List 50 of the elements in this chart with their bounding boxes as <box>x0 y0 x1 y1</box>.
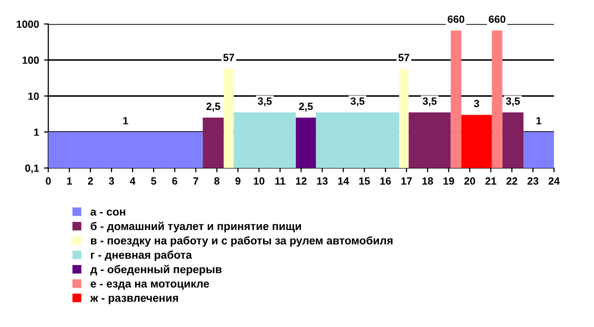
x-tick-label: 5 <box>151 177 156 185</box>
x-tick-label: 17 <box>401 177 412 185</box>
data-label: 3,5 <box>350 97 364 106</box>
x-tick-label: 0 <box>46 177 51 185</box>
x-tick-label: 16 <box>380 177 391 185</box>
y-tick-label: 100 <box>22 56 39 64</box>
legend-label: в - поездку на работу и с работы за рулем автомобиля <box>91 236 392 247</box>
x-tick-label: 6 <box>172 177 178 185</box>
data-label: 3,5 <box>258 97 272 106</box>
legend-label: а - сон <box>90 210 126 216</box>
data-label: 3 <box>474 100 480 108</box>
x-tick-label: 24 <box>548 177 560 185</box>
x-tick-label: 11 <box>275 177 286 185</box>
x-tick-label: 14 <box>338 177 350 185</box>
data-label: 57 <box>398 54 410 62</box>
data-label: 1 <box>123 117 128 124</box>
data-label: 2,5 <box>206 102 220 112</box>
x-tick-label: 7 <box>193 177 198 185</box>
x-tick-label: 21 <box>485 177 496 185</box>
x-tick-label: 19 <box>444 177 454 185</box>
data-label: 660 <box>488 16 506 23</box>
y-tick-label: 1 <box>34 128 39 136</box>
data-label: 1 <box>536 117 542 124</box>
y-tick-label: 1000 <box>16 20 39 28</box>
x-tick-label: 1 <box>67 177 72 185</box>
x-tick-label: 4 <box>130 177 136 185</box>
x-tick-label: 23 <box>528 177 538 185</box>
x-tick-label: 22 <box>506 177 518 185</box>
y-tick-label: 0,1 <box>25 164 39 174</box>
y-tick-label: 10 <box>28 92 39 100</box>
x-tick-label: 18 <box>422 177 434 185</box>
x-tick-label: 13 <box>317 177 328 185</box>
legend-label: д - обеденный перерыв <box>90 264 222 276</box>
x-tick-label: 15 <box>359 177 370 185</box>
x-tick-label: 3 <box>108 177 114 185</box>
x-tick-label: 8 <box>214 177 220 185</box>
x-tick-label: 2 <box>88 177 93 185</box>
data-label: 2,5 <box>299 102 313 112</box>
legend-label: ж - развлечения <box>90 296 178 304</box>
x-tick-label: 12 <box>296 177 307 185</box>
data-label: 3,5 <box>422 97 437 106</box>
legend-label: г - дневная работа <box>91 250 192 262</box>
legend-label: б - домашний туалет и принятие пищи <box>90 222 301 232</box>
data-label: 57 <box>223 54 234 62</box>
x-tick-label: 10 <box>254 177 264 185</box>
data-label: 3,5 <box>506 97 520 106</box>
x-tick-label: 9 <box>235 177 240 185</box>
legend-label: е - езда на мотоцикле <box>90 281 209 290</box>
data-label: 660 <box>448 16 464 23</box>
x-tick-label: 20 <box>464 177 476 185</box>
